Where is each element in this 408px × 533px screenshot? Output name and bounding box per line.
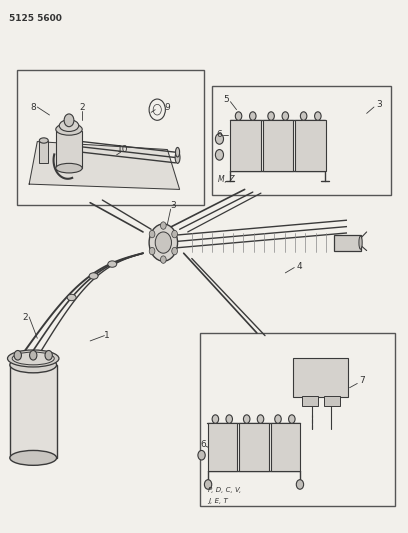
Bar [212, 86, 391, 195]
Bar [302, 395, 318, 406]
Circle shape [204, 480, 212, 489]
Ellipse shape [175, 152, 180, 164]
Circle shape [149, 247, 155, 255]
Circle shape [155, 232, 171, 253]
Ellipse shape [7, 350, 59, 367]
Circle shape [29, 351, 37, 360]
Bar [10, 365, 57, 458]
Circle shape [212, 415, 219, 423]
Text: 1: 1 [104, 331, 109, 340]
Bar [293, 359, 348, 397]
Circle shape [14, 351, 22, 360]
Text: J, E, T: J, E, T [208, 498, 228, 504]
Text: 6: 6 [200, 440, 206, 449]
Text: 10: 10 [117, 145, 129, 154]
Text: 2: 2 [22, 312, 28, 321]
Text: 8: 8 [30, 102, 36, 111]
Circle shape [149, 224, 177, 261]
Circle shape [45, 351, 52, 360]
Text: 5125 5600: 5125 5600 [9, 14, 62, 23]
Circle shape [149, 230, 155, 238]
Ellipse shape [108, 261, 117, 267]
Text: 4: 4 [297, 262, 302, 271]
Bar [17, 70, 204, 205]
Ellipse shape [56, 164, 82, 173]
Circle shape [215, 134, 224, 144]
Text: 2: 2 [79, 102, 85, 111]
Text: 5: 5 [224, 94, 229, 103]
Circle shape [257, 415, 264, 423]
Ellipse shape [56, 124, 82, 135]
Circle shape [315, 112, 321, 120]
Bar [263, 120, 293, 171]
Bar [295, 120, 326, 171]
Text: 7: 7 [359, 376, 365, 385]
Ellipse shape [67, 294, 76, 301]
Bar [324, 395, 340, 406]
Bar [55, 131, 82, 168]
Circle shape [226, 415, 233, 423]
Ellipse shape [89, 273, 98, 279]
Circle shape [288, 415, 295, 423]
Circle shape [296, 480, 304, 489]
Ellipse shape [39, 138, 48, 143]
Circle shape [244, 415, 250, 423]
Ellipse shape [10, 357, 57, 373]
Circle shape [198, 450, 205, 460]
Circle shape [300, 112, 307, 120]
Bar [239, 423, 268, 471]
Ellipse shape [10, 450, 57, 465]
Bar [200, 333, 395, 506]
Circle shape [172, 247, 177, 255]
Ellipse shape [359, 236, 362, 249]
Ellipse shape [175, 148, 180, 157]
Text: P, D, C, V,: P, D, C, V, [208, 487, 241, 493]
Text: 3: 3 [376, 100, 382, 109]
Circle shape [215, 150, 224, 160]
Text: 6: 6 [216, 130, 222, 139]
Bar [271, 423, 300, 471]
Text: M, Z: M, Z [218, 175, 235, 184]
Circle shape [235, 112, 242, 120]
Text: 3: 3 [171, 201, 176, 210]
Circle shape [268, 112, 274, 120]
Ellipse shape [12, 352, 54, 365]
Circle shape [160, 222, 166, 229]
Circle shape [282, 112, 288, 120]
Ellipse shape [59, 120, 79, 132]
Circle shape [160, 256, 166, 263]
Bar [208, 423, 237, 471]
Circle shape [250, 112, 256, 120]
Circle shape [275, 415, 281, 423]
Text: 9: 9 [164, 102, 170, 111]
Circle shape [64, 114, 74, 127]
Bar [334, 235, 361, 251]
Bar [231, 120, 261, 171]
Polygon shape [29, 142, 180, 189]
Circle shape [172, 230, 177, 238]
Bar [39, 141, 48, 163]
